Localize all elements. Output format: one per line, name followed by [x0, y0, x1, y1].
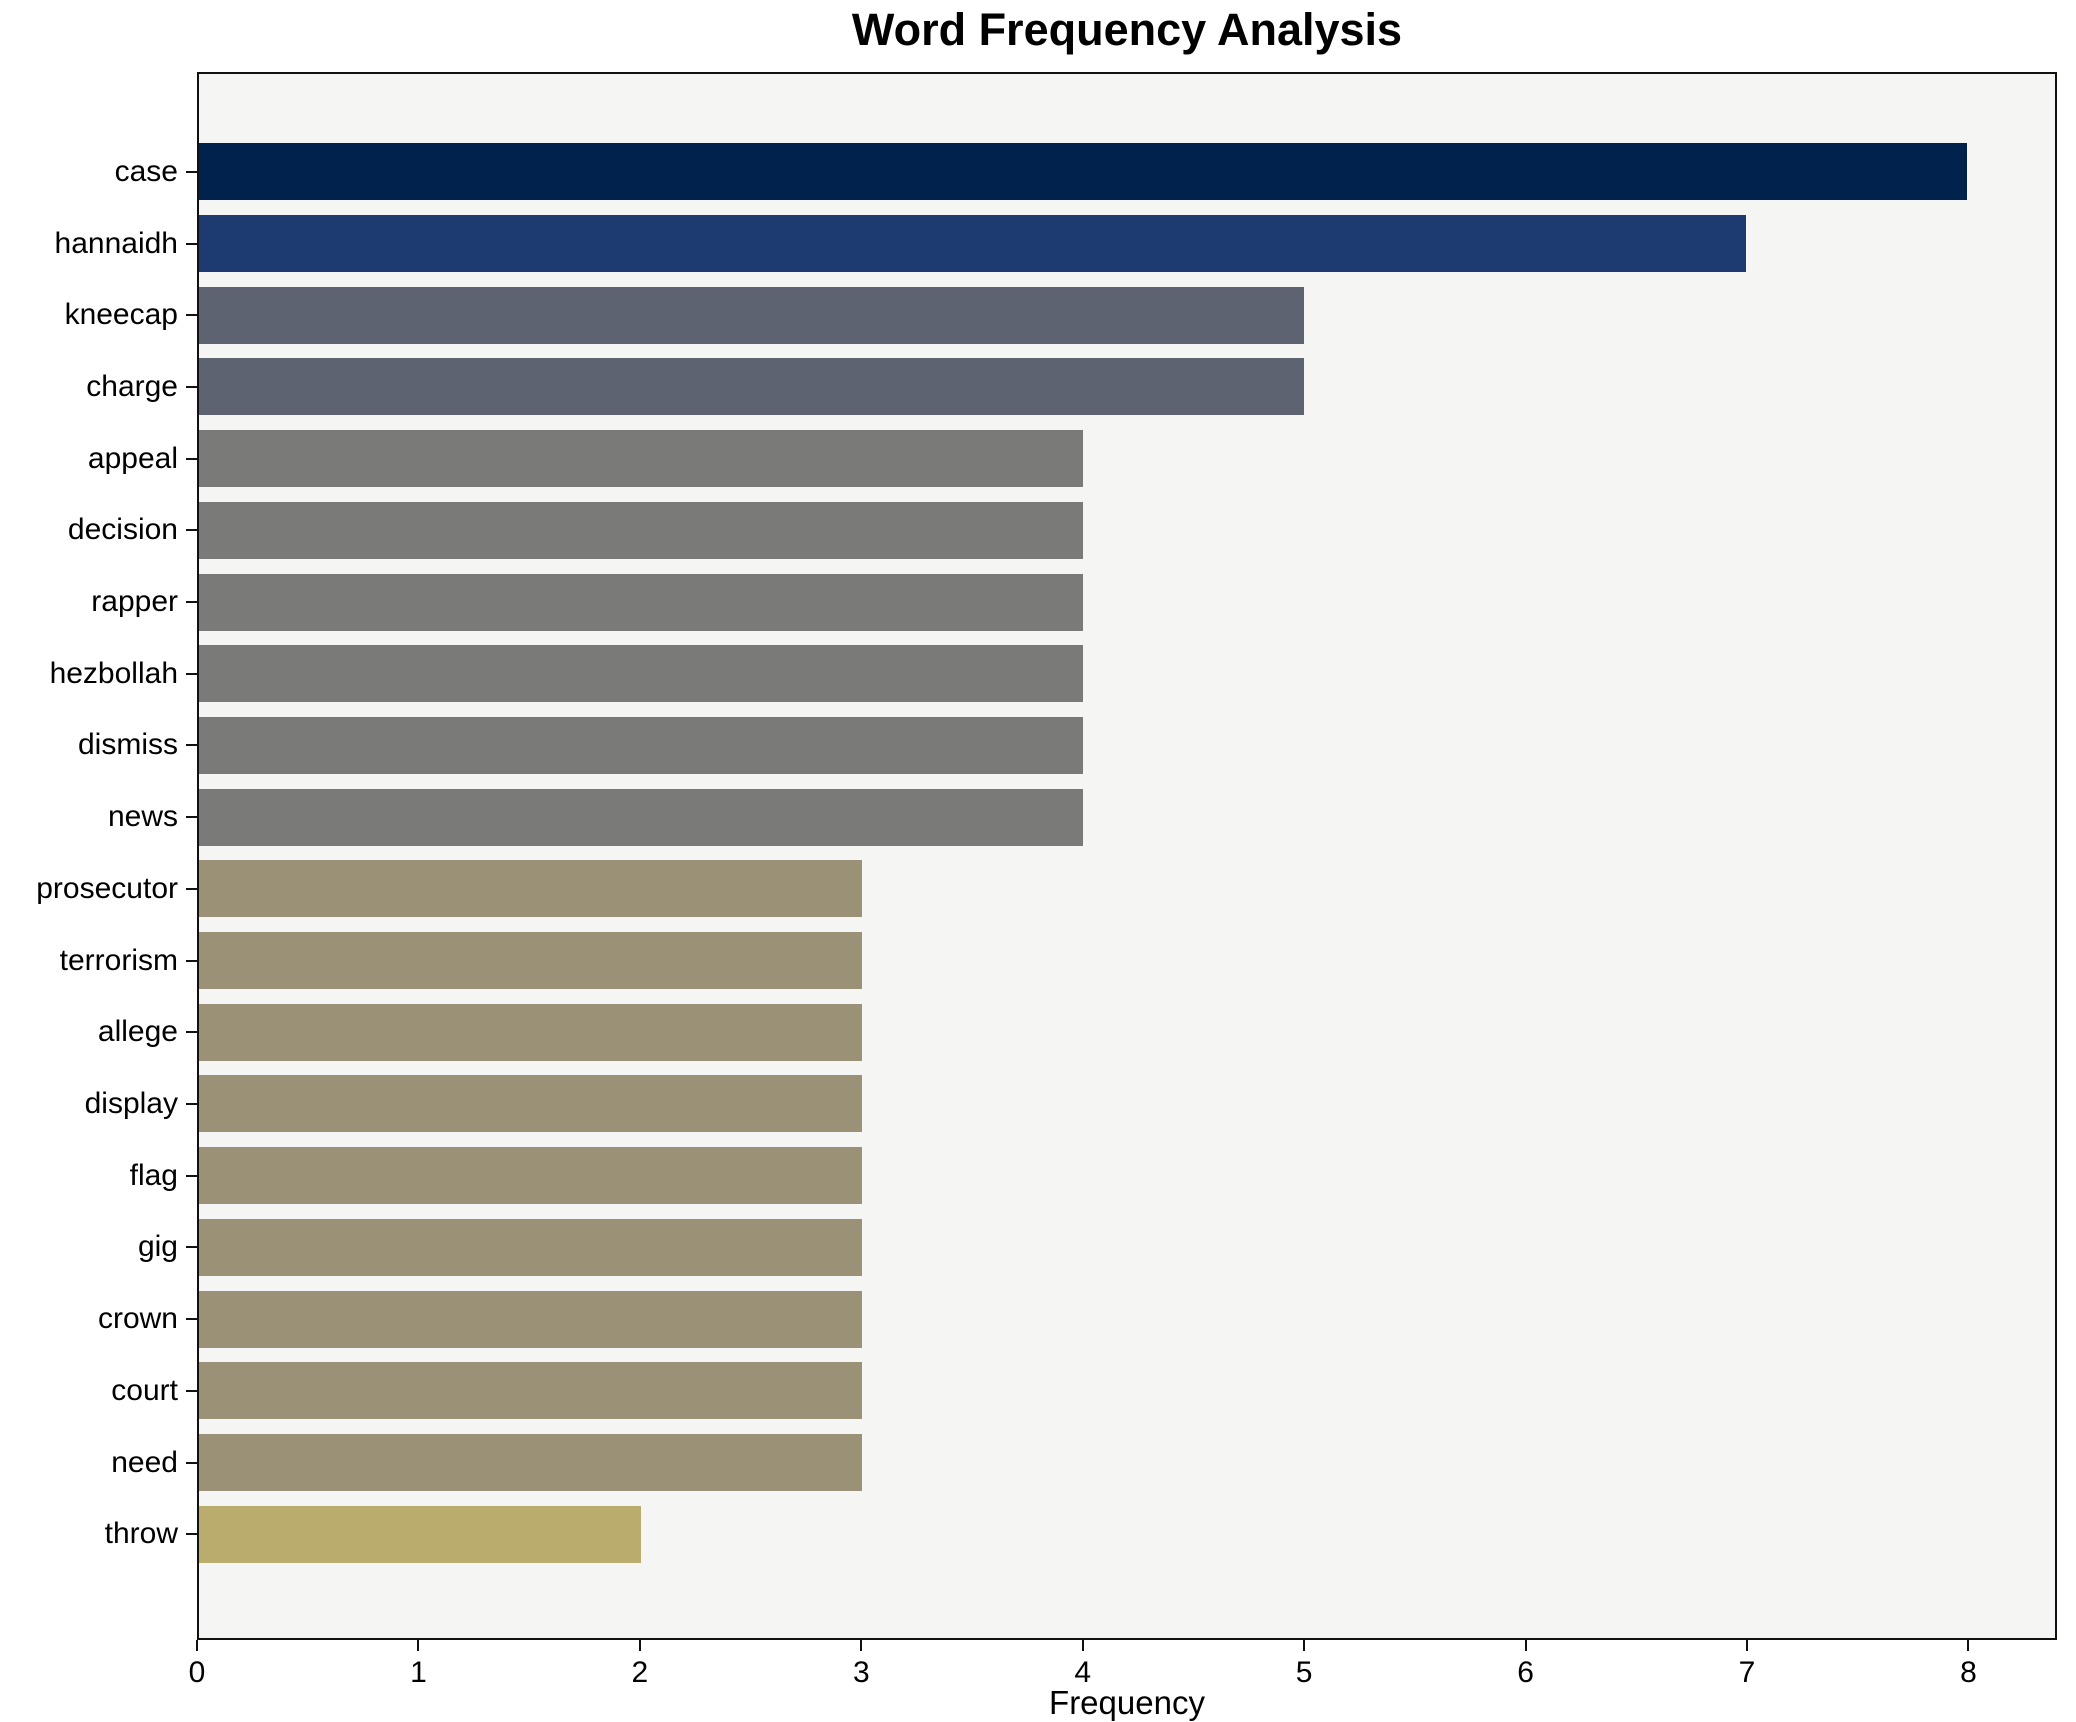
y-tick-mark: [186, 457, 197, 460]
y-tick-mark: [186, 314, 197, 317]
bar-decision: [199, 501, 1083, 559]
y-tick-label-gig: gig: [137, 1230, 178, 1264]
bar-row: rapper: [91, 566, 2055, 638]
y-tick-label-allege: allege: [97, 1015, 178, 1049]
y-tick-label-appeal: appeal: [87, 441, 178, 475]
y-tick-mark: [186, 601, 197, 604]
bar-row: flag: [130, 1140, 2055, 1212]
x-tick-mark: [1303, 1640, 1306, 1651]
y-tick-label-display: display: [84, 1086, 178, 1120]
bar-allege: [199, 1003, 862, 1061]
bar-row: charge: [86, 351, 2055, 423]
y-tick-label-hannaidh: hannaidh: [54, 226, 178, 260]
y-tick-label-decision: decision: [67, 513, 178, 547]
bar-hezbollah: [199, 645, 1083, 703]
bar-rapper: [199, 573, 1083, 631]
x-axis-label: Frequency: [1049, 1684, 1205, 1721]
bar-row: hezbollah: [50, 638, 2055, 710]
bar-row: gig: [138, 1212, 2055, 1284]
bar-charge: [199, 358, 1304, 416]
bar-hannaidh: [199, 215, 1746, 273]
x-tick-mark: [638, 1640, 641, 1651]
y-tick-mark: [186, 1533, 197, 1536]
y-tick-label-rapper: rapper: [91, 585, 178, 619]
x-tick-mark: [1746, 1640, 1748, 1651]
bar-prosecutor: [199, 860, 862, 918]
bar-need: [199, 1434, 862, 1491]
y-tick-label-dismiss: dismiss: [77, 728, 178, 762]
y-tick-mark: [186, 959, 197, 962]
y-tick-mark: [186, 170, 197, 173]
bar-terrorism: [199, 932, 862, 990]
y-tick-mark: [186, 1318, 197, 1321]
plot-area: case hannaidh kneecap charge appeal decision r…: [36, 72, 2057, 1640]
chart-title: Word Frequency Analysis: [851, 4, 1403, 55]
y-tick-label-prosecutor: prosecutor: [36, 871, 178, 905]
y-tick-mark: [186, 816, 197, 819]
y-tick-label-court: court: [111, 1373, 178, 1407]
x-tick-mark: [417, 1640, 420, 1651]
bar-row: appeal: [88, 423, 2055, 495]
bar-row: display: [85, 1068, 2055, 1140]
bar-row: need: [111, 1427, 2055, 1499]
bar-row: hannaidh: [55, 208, 2055, 280]
y-tick-label-news: news: [107, 800, 178, 834]
y-tick-label-crown: crown: [97, 1302, 178, 1336]
bar-rows: case hannaidh kneecap charge appeal decision r…: [36, 136, 2055, 1570]
bar-row: allege: [98, 996, 2055, 1068]
bar-display: [199, 1075, 862, 1133]
y-tick-label-case: case: [114, 154, 178, 188]
bar-gig: [199, 1218, 862, 1276]
bar-case: [199, 143, 1967, 201]
y-tick-label-kneecap: kneecap: [64, 298, 178, 332]
y-tick-mark: [186, 1246, 197, 1249]
y-tick-mark: [186, 1461, 197, 1464]
bar-court: [199, 1362, 862, 1420]
y-tick-mark: [186, 1031, 197, 1034]
x-tick-mark: [1081, 1640, 1084, 1651]
bar-row: court: [111, 1355, 2055, 1427]
y-tick-label-need: need: [111, 1445, 178, 1479]
y-tick-mark: [186, 242, 197, 245]
y-tick-mark: [186, 887, 197, 890]
bar-row: crown: [98, 1283, 2055, 1355]
y-tick-mark: [186, 744, 197, 747]
y-tick-label-terrorism: terrorism: [59, 943, 178, 977]
x-tick-mark: [860, 1640, 863, 1651]
bar-appeal: [199, 430, 1083, 488]
bar-flag: [199, 1147, 862, 1205]
y-tick-mark: [186, 672, 197, 675]
bar-row: throw: [105, 1498, 2055, 1570]
bar-row: news: [108, 781, 2055, 853]
bar-row: kneecap: [65, 279, 2055, 351]
x-tick-mark: [1524, 1640, 1527, 1651]
y-tick-mark: [186, 1174, 197, 1177]
y-tick-label-charge: charge: [86, 369, 178, 403]
y-tick-mark: [186, 529, 197, 532]
x-tick-mark: [196, 1640, 198, 1651]
bar-crown: [199, 1290, 862, 1348]
x-tick-mark: [1967, 1640, 1970, 1651]
bar-row: decision: [68, 495, 2055, 567]
bar-row: prosecutor: [36, 853, 2055, 925]
y-tick-label-hezbollah: hezbollah: [49, 656, 178, 690]
y-tick-mark: [186, 1102, 197, 1105]
y-tick-mark: [186, 385, 197, 388]
y-tick-label-flag: flag: [129, 1158, 178, 1192]
bar-dismiss: [199, 716, 1083, 774]
bar-row: terrorism: [60, 925, 2055, 997]
bar-kneecap: [199, 286, 1304, 344]
bar-row: dismiss: [78, 710, 2055, 782]
bar-news: [199, 788, 1083, 846]
bar-throw: [199, 1505, 641, 1563]
y-tick-label-throw: throw: [104, 1517, 178, 1551]
bar-row: case: [115, 136, 2055, 208]
y-tick-mark: [186, 1389, 197, 1392]
